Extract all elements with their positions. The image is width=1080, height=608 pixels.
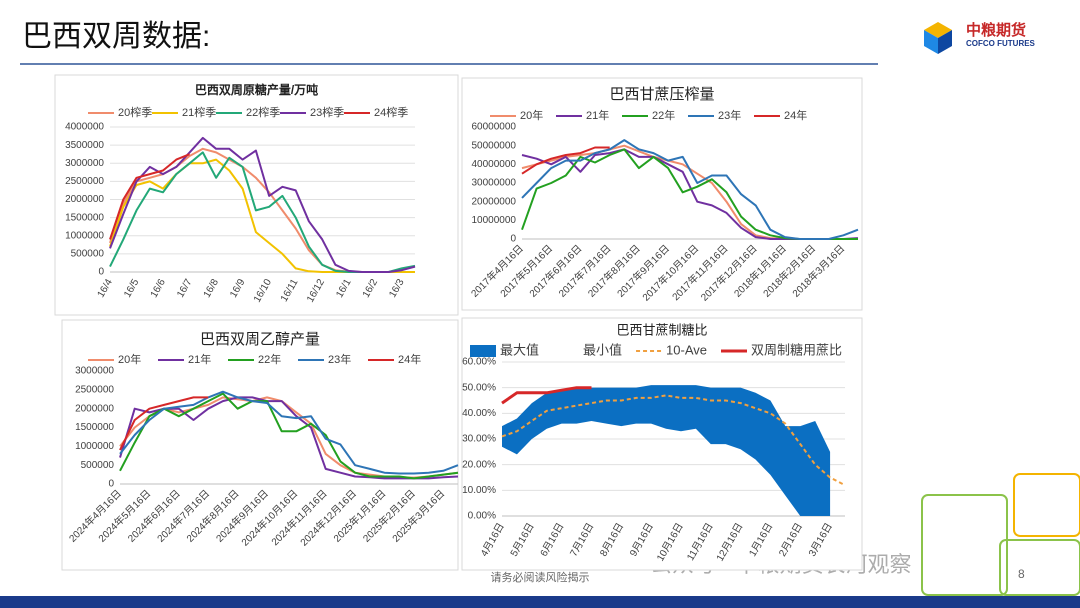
y-tick-label: 2500000 [75, 384, 114, 395]
series-line [501, 394, 846, 487]
series-line [521, 139, 859, 240]
legend-label: 23榨季 [310, 105, 344, 119]
y-tick-label: 20.00% [462, 459, 496, 470]
y-tick-label: 2500000 [65, 176, 104, 187]
chart-frame [54, 74, 459, 316]
y-tick-label: 60.00% [462, 357, 496, 368]
y-tick-label: 0 [510, 234, 516, 245]
legend-label: 22年 [258, 352, 281, 366]
y-tick-label: 10.00% [462, 485, 496, 496]
chart-frame [461, 77, 863, 311]
y-tick-label: 1000000 [65, 230, 104, 241]
y-tick-label: 4000000 [65, 122, 104, 133]
legend-label: 22年 [652, 108, 675, 122]
legend-label: 23年 [718, 108, 741, 122]
y-tick-label: 2000000 [75, 403, 114, 414]
y-tick-label: 500000 [71, 249, 105, 260]
band-area [502, 385, 831, 516]
y-tick-label: 0 [98, 267, 104, 278]
decoration [921, 473, 1080, 596]
chart-title: 巴西甘蔗压榨量 [609, 85, 714, 103]
legend-label: 24年 [784, 108, 807, 122]
legend-label: 最小值 [583, 342, 622, 357]
footer-bar [0, 596, 1080, 608]
chart-title: 巴西双周原糖产量/万吨 [195, 82, 318, 97]
series-line [521, 146, 610, 175]
series-line [119, 396, 459, 480]
legend-label: 21榨季 [182, 105, 216, 119]
y-tick-label: 1500000 [75, 422, 114, 433]
y-tick-label: 1500000 [65, 212, 104, 223]
y-tick-label: 30.00% [462, 434, 496, 445]
legend-label: 双周制糖用蔗比 [751, 342, 842, 357]
page-number: 8 [1018, 567, 1025, 581]
y-tick-label: 40000000 [472, 159, 517, 170]
y-tick-label: 3000000 [65, 158, 104, 169]
chart-title: 巴西双周乙醇产量 [200, 331, 320, 348]
logo: 中粮期货 COFCO FUTURES [924, 21, 1036, 54]
legend-swatch [470, 345, 496, 357]
legend-label: 24榨季 [374, 105, 408, 119]
y-tick-label: 20000000 [472, 196, 517, 207]
chart: 巴西甘蔗压榨量 0 10000000 20000000 30000000 40000000… [461, 77, 863, 311]
series-line [501, 386, 592, 405]
y-tick-label: 0.00% [468, 511, 496, 522]
footer-note: 请务必阅读风险揭示 [491, 570, 590, 584]
y-tick-label: 500000 [81, 460, 115, 471]
legend-swatch [553, 345, 580, 357]
legend-label: 23年 [328, 352, 351, 366]
legend-label: 24年 [398, 352, 421, 366]
series-line [109, 153, 190, 240]
slide-title: 巴西双周数据: [22, 20, 210, 53]
legend-label: 20榨季 [118, 105, 152, 119]
chart: 巴西双周乙醇产量 0 500000 1000000 1500000 2000000 2500… [61, 319, 459, 571]
y-tick-label: 0 [108, 479, 114, 490]
chart: 巴西双周原糖产量/万吨 0 500000 1000000 1500000 2000000 2… [54, 74, 459, 316]
legend-label: 10-Ave [666, 342, 707, 357]
legend-label: 20年 [118, 352, 141, 366]
y-tick-label: 3000000 [75, 366, 114, 377]
logo-name: 中粮期货 [966, 21, 1026, 39]
legend-label: 20年 [520, 108, 543, 122]
chart: 巴西甘蔗制糖比 0.00% 10.00% 20.00% 30.00% 40.00% 50.0… [461, 317, 863, 571]
y-tick-label: 50.00% [462, 382, 496, 393]
y-tick-label: 2000000 [65, 194, 104, 205]
chart-title: 巴西甘蔗制糖比 [616, 322, 707, 337]
logo-english: COFCO FUTURES [966, 39, 1036, 48]
y-tick-label: 1000000 [75, 441, 114, 452]
legend-label: 22榨季 [246, 105, 280, 119]
legend-label: 21年 [586, 108, 609, 122]
y-tick-label: 10000000 [472, 215, 517, 226]
y-tick-label: 60000000 [472, 122, 517, 133]
legend-label: 最大值 [500, 342, 539, 357]
y-tick-label: 50000000 [472, 140, 517, 151]
legend-label: 21年 [188, 352, 211, 366]
series-line [119, 392, 459, 480]
y-tick-label: 40.00% [462, 408, 496, 419]
y-tick-label: 30000000 [472, 178, 517, 189]
series-line [119, 390, 459, 475]
series-line [109, 136, 416, 273]
series-line [119, 396, 209, 451]
y-tick-label: 3500000 [65, 140, 104, 151]
